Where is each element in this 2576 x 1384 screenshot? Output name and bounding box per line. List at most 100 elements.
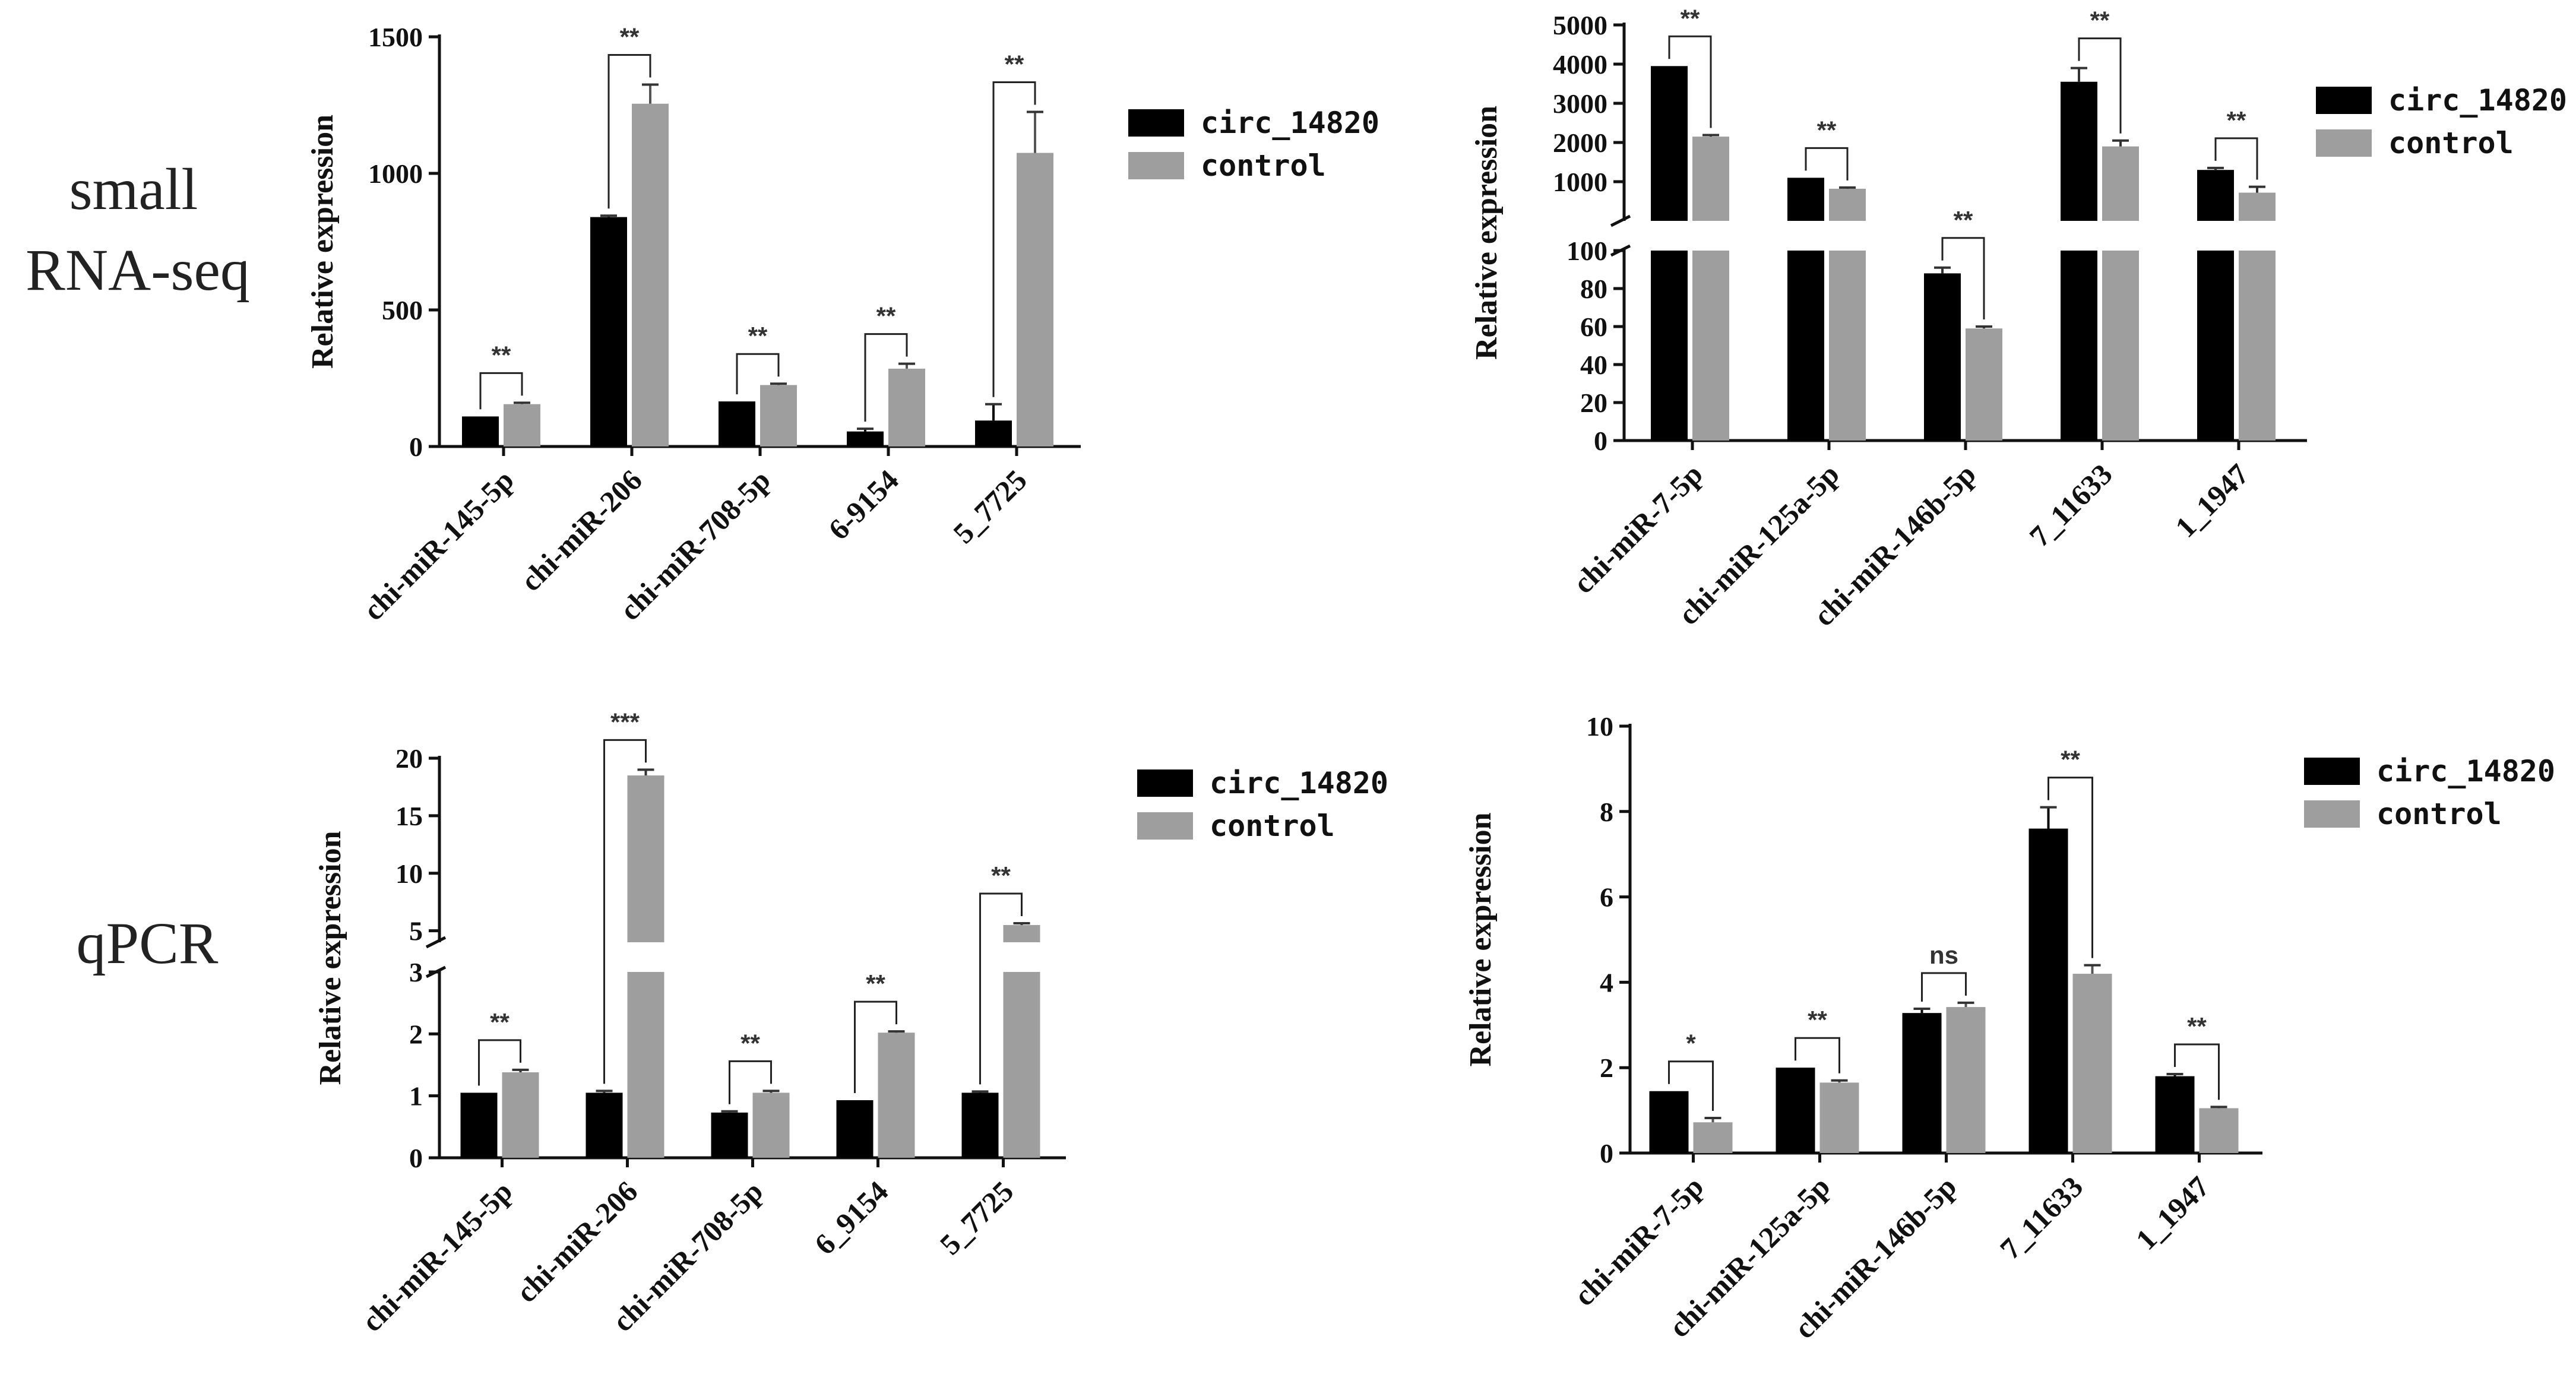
bar-control (1819, 1082, 1859, 1153)
y-tick-label: 3000 (1553, 88, 1607, 119)
axis-break-mark (425, 936, 447, 949)
y-tick-label: 1000 (1553, 167, 1607, 197)
y-axis-title: Relative expression (306, 115, 340, 369)
y-tick-label: 2 (1600, 1053, 1613, 1083)
x-tick-label: 5_7725 (933, 1174, 1020, 1261)
significance-bracket (979, 892, 1023, 1085)
significance-label: ** (1808, 1006, 1827, 1034)
significance-label: ns (1929, 941, 1958, 969)
bar-circ_14820-lower (2197, 251, 2234, 441)
bar-circ_14820 (1649, 1091, 1689, 1153)
legend-swatch-circ_14820 (1128, 109, 1184, 137)
significance-bracket (1668, 35, 1712, 128)
bar-circ_14820 (590, 217, 627, 446)
chart-qpcr-right: Relative expression 0 2 4 6 8 10 chi-miR-7-5p * c… (1464, 711, 2555, 1345)
bar-control-upper (1829, 188, 1866, 221)
significance-label: ** (1817, 116, 1837, 144)
significance-bracket (607, 54, 651, 209)
bar-control-lower (2239, 251, 2276, 441)
axis-break-mark (425, 965, 447, 978)
x-tick-label: 7_11633 (1993, 1170, 2089, 1265)
bar-control (1946, 1007, 1986, 1153)
bar-control (2199, 1108, 2239, 1153)
significance-label: ** (876, 302, 896, 330)
bar-control-upper (627, 775, 664, 942)
x-tick-label: 5_7725 (947, 463, 1033, 550)
significance-bracket (1668, 1060, 1714, 1111)
legend-label-control: control (1201, 148, 1326, 183)
y-tick-label: 10 (395, 859, 423, 889)
bar-control-upper (2102, 146, 2139, 221)
x-tick-label: chi-miR-206 (514, 463, 648, 597)
legend-label-circ_14820: circ_14820 (2376, 754, 2555, 788)
y-tick-label: 5000 (1553, 10, 1607, 40)
row-label-qpcr: qPCR (76, 910, 218, 976)
bar-control-upper (1692, 137, 1729, 221)
significance-label: ** (740, 1029, 760, 1057)
y-tick-label: 0 (409, 432, 423, 462)
axis-break-mark (1610, 214, 1631, 227)
bar-control (888, 368, 925, 446)
x-tick-label: 7_11633 (2023, 457, 2118, 553)
y-tick-label: 40 (1580, 350, 1607, 380)
bar-circ_14820 (975, 420, 1012, 446)
legend-label-control: control (2376, 797, 2502, 831)
y-tick-label: 10 (1586, 711, 1613, 742)
significance-bracket (2174, 1043, 2220, 1100)
bar-control-lower (1829, 251, 1866, 441)
bar-control (632, 103, 669, 446)
y-tick-label: 500 (382, 295, 423, 325)
y-tick-label: 3 (409, 957, 423, 987)
y-tick-label: 0 (409, 1143, 423, 1173)
bar-control-upper (1003, 924, 1040, 942)
bar-control (1017, 153, 1053, 446)
x-tick-label: chi-miR-206 (509, 1174, 644, 1309)
y-tick-label: 20 (395, 743, 423, 774)
x-tick-label: 1_1947 (2129, 1170, 2216, 1256)
bar-circ_14820-lower (2061, 251, 2097, 441)
bar-circ_14820 (1902, 1013, 1942, 1153)
significance-label: ** (620, 23, 640, 51)
y-axis-title: Relative expression (1470, 106, 1504, 360)
y-tick-label: 0 (1594, 426, 1607, 456)
significance-bracket (2047, 777, 2093, 958)
significance-label: ** (866, 970, 885, 997)
significance-label: ** (490, 1008, 509, 1036)
y-tick-label: 1 (409, 1081, 423, 1111)
bar-control (760, 385, 797, 446)
significance-bracket (2078, 37, 2122, 134)
y-tick-label: 2000 (1553, 128, 1607, 158)
significance-bracket (2214, 137, 2258, 180)
bar-circ_14820 (586, 1092, 623, 1158)
y-tick-label: 1000 (368, 159, 423, 189)
significance-label: ** (1954, 206, 1973, 234)
axis-break-mark (1610, 244, 1631, 257)
x-tick-label: 6_9154 (808, 1174, 895, 1261)
bar-control (504, 404, 540, 446)
bar-control-lower (1692, 251, 1729, 441)
chart-qpcr-left: Relative expression 0 1 2 3 5 10 15 20 chi-miR-14… (314, 708, 1388, 1338)
y-tick-label: 6 (1600, 882, 1613, 913)
bar-control (752, 1092, 790, 1158)
x-tick-label: chi-miR-145-5p (355, 1174, 518, 1338)
legend-swatch-control (1128, 152, 1184, 179)
legend-swatch-control (1137, 812, 1193, 840)
significance-label: ** (991, 862, 1011, 889)
x-tick-label: chi-miR-7-5p (1567, 1170, 1710, 1312)
significance-label: ** (1005, 50, 1024, 78)
bar-control-lower (2102, 251, 2139, 441)
bar-control-upper (2239, 192, 2276, 221)
legend-label-circ_14820: circ_14820 (1201, 106, 1379, 140)
significance-bracket (603, 739, 647, 1084)
significance-label: ** (2061, 746, 2080, 774)
significance-bracket (736, 353, 780, 395)
y-axis-title: Relative expression (314, 831, 347, 1085)
bar-circ_14820 (836, 1100, 874, 1158)
bar-circ_14820-lower (1787, 251, 1824, 441)
bar-control (878, 1033, 915, 1158)
y-tick-label: 4000 (1553, 49, 1607, 80)
significance-bracket (864, 333, 908, 422)
y-tick-label: 4 (1600, 967, 1613, 997)
y-tick-label: 20 (1580, 388, 1607, 418)
y-tick-label: 100 (1567, 236, 1607, 266)
